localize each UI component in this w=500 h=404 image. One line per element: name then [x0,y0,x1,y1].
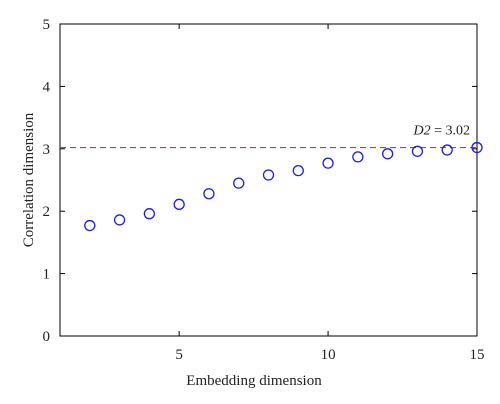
data-point [84,219,96,232]
data-point [381,148,394,160]
y-tick-label: 5 [43,17,51,33]
data-point [203,188,215,200]
data-point [262,169,275,181]
axes: 0 1 2 3 4 5 5 10 15 [43,17,485,363]
y-tick-label: 2 [43,204,51,220]
reference-label-symbol: D2 [412,124,430,139]
data-point [471,141,483,154]
axis-labels: Embedding dimension Correlation dimensio… [21,112,322,389]
x-axis-label: Embedding dimension [186,373,322,389]
data-point [173,198,185,210]
x-tick-label: 10 [321,347,336,363]
y-tick-label: 3 [43,142,51,158]
data-point [143,208,156,220]
y-tick-label: 1 [43,267,51,283]
data-point [292,164,304,177]
data-point [322,157,334,169]
data-point [233,177,245,189]
plot-frame [59,23,478,337]
y-axis-label: Correlation dimension [21,112,37,247]
data-point [441,144,453,156]
data-point [113,214,126,226]
y-tick-label: 0 [43,329,51,345]
reference-label-value: = 3.02 [431,124,470,139]
x-tick-label: 15 [470,347,485,363]
data-point [411,145,424,157]
data-point [352,151,364,163]
data-points [84,141,483,232]
reference-line-label: D2 = 3.02 [412,124,470,139]
y-tick-label: 4 [43,79,51,95]
reference-line-group: D2 = 3.02 [60,124,477,149]
x-tick-label: 5 [175,347,183,363]
